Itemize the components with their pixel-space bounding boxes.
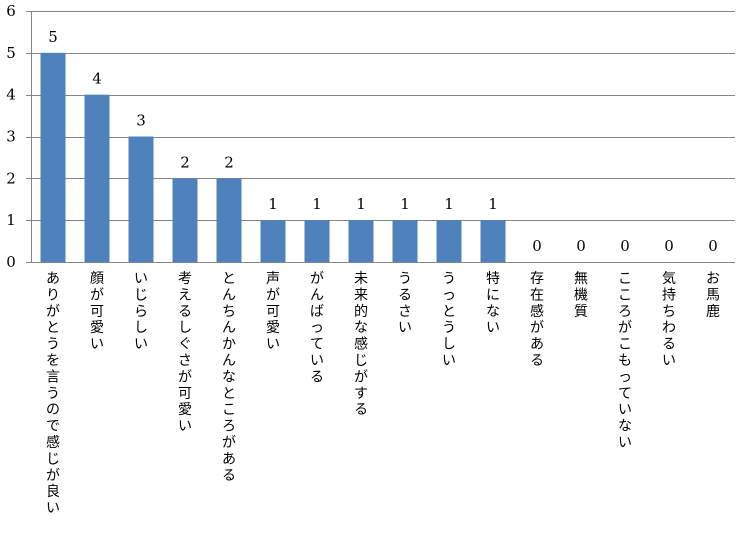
data-label-11: 0 <box>532 237 542 255</box>
data-label-7: 1 <box>356 195 366 213</box>
data-label-2: 3 <box>136 112 146 130</box>
y-tick-label-5: 5 <box>6 44 16 62</box>
data-label-12: 0 <box>576 237 586 255</box>
category-label-8: うるさい <box>398 271 412 336</box>
bar-2 <box>128 136 154 262</box>
category-label-2: いじらしい <box>134 271 148 353</box>
data-label-5: 1 <box>268 195 278 213</box>
bar-10 <box>480 220 506 262</box>
category-labels: ありがとうを言うので感じが良い 顔が可愛い いじらしい 考えるしぐさが可愛い とんちんか… <box>46 271 720 517</box>
bar-1 <box>84 94 110 263</box>
y-tick-labels: 0 1 2 3 4 5 6 <box>6 2 16 271</box>
axes <box>26 11 735 263</box>
data-label-13: 0 <box>620 237 630 255</box>
category-label-3: 考えるしぐさが可愛い <box>178 271 192 435</box>
bar-7 <box>348 220 374 262</box>
bar-4 <box>216 178 242 262</box>
y-tick-label-2: 2 <box>6 169 16 187</box>
data-label-3: 2 <box>180 153 190 171</box>
y-tick-label-4: 4 <box>6 86 16 104</box>
category-label-4: とんちんかんなところがある <box>222 271 236 484</box>
bar-5 <box>260 220 286 262</box>
y-tick-label-1: 1 <box>6 211 16 229</box>
category-label-11: 存在感がある <box>530 271 544 369</box>
bar-6 <box>304 220 330 262</box>
data-label-14: 0 <box>664 237 674 255</box>
data-label-1: 4 <box>92 70 102 88</box>
category-label-1: 顔が可愛い <box>90 271 104 353</box>
data-label-8: 1 <box>400 195 410 213</box>
y-tick-label-6: 6 <box>6 2 16 20</box>
category-label-9: うっとうしい <box>442 271 456 369</box>
data-label-9: 1 <box>444 195 454 213</box>
data-label-6: 1 <box>312 195 322 213</box>
data-label-4: 2 <box>224 153 234 171</box>
category-label-12: 無機質 <box>574 271 588 320</box>
data-label-0: 5 <box>48 28 58 46</box>
data-label-10: 1 <box>488 195 498 213</box>
category-label-13: こころがこもっていない <box>618 271 632 451</box>
category-label-5: 声が可愛い <box>266 271 280 353</box>
category-label-7: 未来的な感じがする <box>354 271 368 418</box>
bar-8 <box>392 220 418 262</box>
data-label-15: 0 <box>708 237 718 255</box>
category-label-10: 特にない <box>486 271 500 336</box>
category-label-14: 気持ちわるい <box>662 271 676 369</box>
y-tick-label-0: 0 <box>6 253 16 271</box>
bar-9 <box>436 220 462 262</box>
bars <box>40 52 506 263</box>
bar-0 <box>40 52 66 263</box>
category-label-15: お馬鹿 <box>706 271 720 320</box>
y-tick-label-3: 3 <box>6 128 16 146</box>
category-label-6: がんばっている <box>310 271 324 385</box>
category-label-0: ありがとうを言うので感じが良い <box>46 271 60 517</box>
data-labels: 5 4 3 2 2 1 1 1 1 1 1 0 0 0 0 0 <box>48 28 718 255</box>
bar-3 <box>172 178 198 262</box>
